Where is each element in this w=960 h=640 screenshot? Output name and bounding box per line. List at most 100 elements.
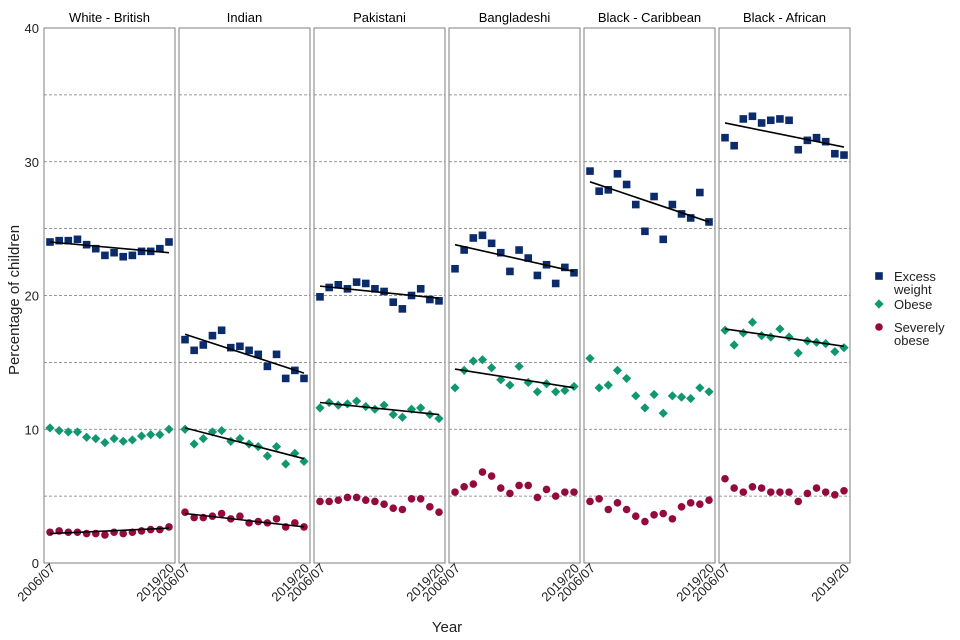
- excess-point: [272, 350, 281, 359]
- severe-point: [622, 505, 631, 514]
- panel-border: [43, 27, 176, 564]
- severe-point: [506, 489, 514, 498]
- severe-point: [668, 515, 677, 523]
- severe-point: [137, 527, 146, 535]
- x-tick-label: 2019/20: [808, 561, 852, 605]
- excess-point: [551, 279, 560, 288]
- excess-point: [208, 331, 217, 340]
- severe-point: [524, 481, 533, 490]
- excess-point: [831, 149, 839, 158]
- panel-border: [583, 27, 716, 564]
- panel-border: [448, 27, 581, 564]
- severe-trend-line: [184, 512, 305, 528]
- obese-point: [388, 409, 398, 420]
- obese-point: [118, 436, 128, 446]
- obese-point: [505, 380, 515, 390]
- obese-point: [450, 383, 460, 393]
- excess-point: [236, 342, 244, 351]
- obese-point: [514, 361, 524, 371]
- excess-point: [352, 278, 361, 286]
- obese-point: [82, 432, 92, 442]
- obese-point: [189, 439, 199, 449]
- excess-point: [190, 346, 198, 355]
- excess-point: [586, 167, 594, 175]
- severe-point: [426, 503, 434, 511]
- severe-point: [451, 488, 459, 496]
- obese-point: [695, 383, 705, 393]
- obese-point: [612, 365, 623, 375]
- excess-point: [686, 214, 695, 222]
- legend-severe-key: [875, 323, 883, 331]
- panel-title: Bangladeshi: [479, 10, 551, 25]
- obese-point: [720, 325, 730, 335]
- excess-point: [739, 115, 748, 123]
- obese-trend-line: [319, 401, 440, 416]
- obese-point: [523, 377, 533, 388]
- severe-point: [496, 484, 505, 492]
- obese-point: [207, 427, 218, 437]
- severe-trend-line: [49, 527, 170, 535]
- severe-point: [677, 503, 686, 511]
- severe-point: [165, 523, 173, 531]
- y-axis: 0 10 20 30 40: [25, 21, 39, 571]
- severe-point: [803, 489, 812, 498]
- obese-point: [180, 424, 190, 434]
- excess-point: [371, 285, 379, 293]
- excess-trend-line: [589, 181, 710, 223]
- excess-point: [137, 247, 146, 256]
- excess-point: [776, 115, 784, 123]
- y-tick-label: 0: [32, 556, 39, 571]
- obese-point: [63, 427, 73, 437]
- severe-point: [604, 505, 613, 514]
- severe-point: [542, 485, 551, 494]
- obese-point: [425, 409, 435, 420]
- severe-point: [416, 495, 425, 503]
- excess-point: [613, 169, 622, 178]
- excess-point: [622, 180, 631, 189]
- excess-point: [515, 246, 523, 254]
- severe-point: [389, 504, 398, 512]
- obese-point: [757, 331, 767, 341]
- obese-point: [676, 392, 687, 402]
- obese-point: [226, 436, 236, 446]
- excess-point: [460, 246, 468, 254]
- obese-point: [352, 396, 362, 406]
- obese-point: [477, 355, 488, 365]
- severe-point: [398, 505, 407, 514]
- obese-point: [136, 431, 147, 441]
- obese-point: [585, 353, 595, 363]
- obese-trend-line: [454, 368, 575, 389]
- y-tick-label: 30: [25, 155, 39, 170]
- excess-point: [435, 297, 443, 305]
- y-axis-title: Percentage of children: [6, 225, 23, 375]
- obese-point: [640, 403, 650, 413]
- obese-point: [839, 343, 849, 353]
- excess-point: [226, 343, 235, 352]
- severe-point: [659, 509, 668, 518]
- severe-point: [361, 496, 370, 504]
- obese-point: [299, 456, 309, 466]
- excess-point: [128, 251, 137, 260]
- severe-point: [757, 484, 766, 492]
- excess-point: [110, 248, 118, 257]
- excess-point: [524, 254, 533, 262]
- severe-point: [812, 484, 821, 492]
- excess-point: [181, 335, 189, 344]
- excess-point: [570, 268, 578, 277]
- panel-title: Pakistani: [353, 10, 406, 25]
- excess-point: [748, 112, 757, 121]
- severe-point: [561, 488, 569, 496]
- severe-point: [686, 499, 695, 507]
- severe-point: [748, 482, 757, 491]
- severe-point: [316, 497, 324, 506]
- excess-point: [334, 281, 343, 289]
- severe-point: [272, 515, 281, 523]
- excess-point: [300, 374, 308, 383]
- severe-point: [705, 496, 713, 504]
- obese-point: [45, 423, 55, 433]
